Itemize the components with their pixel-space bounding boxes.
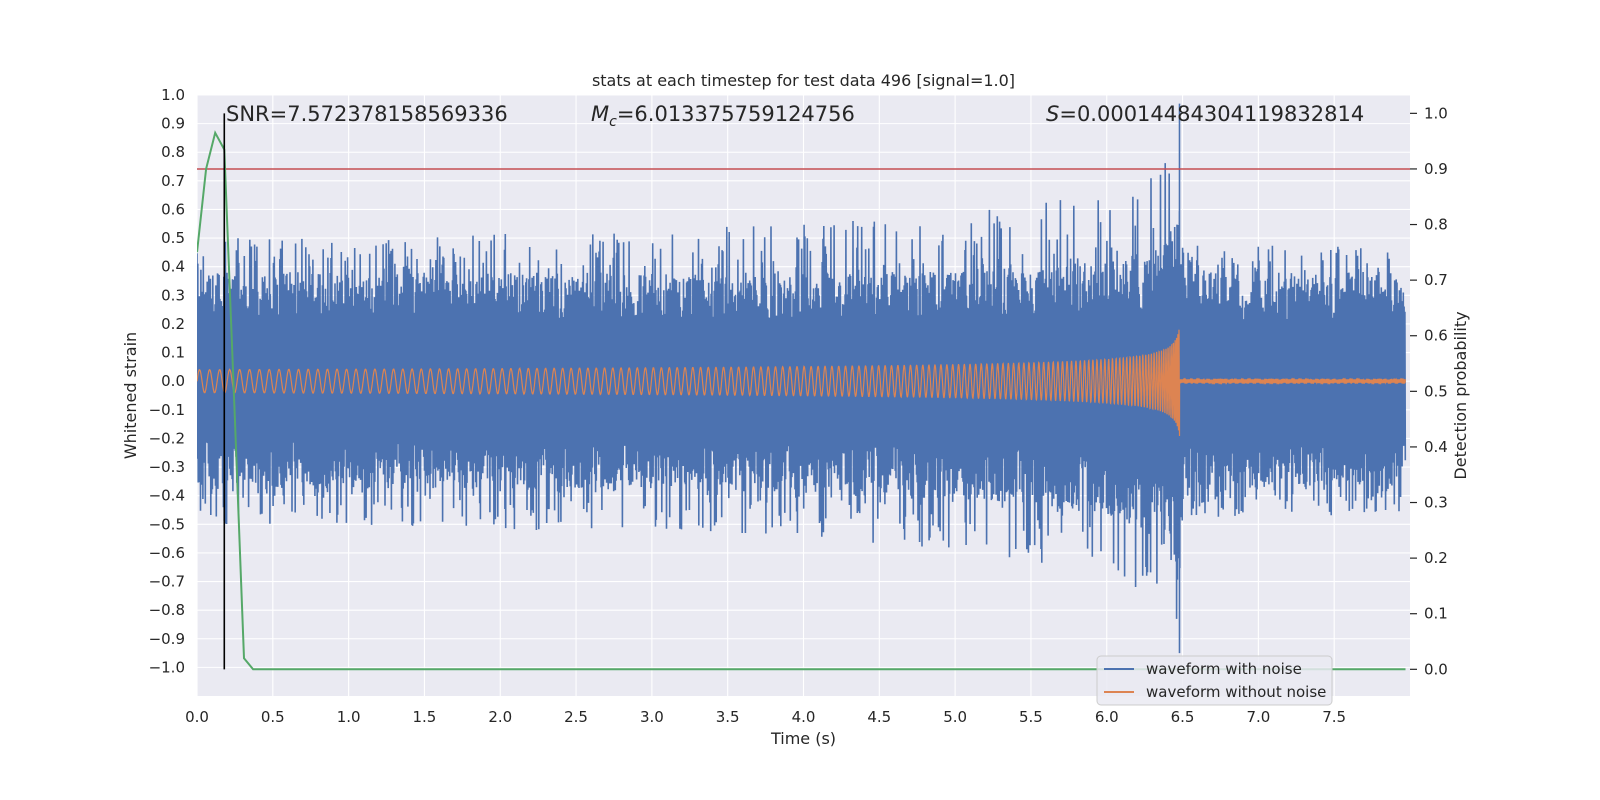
x-axis-label: Time (s) <box>770 729 836 748</box>
y-tick-label: −0.3 <box>149 458 185 476</box>
y-tick-label: 0.3 <box>161 286 185 304</box>
y2-tick-label: 0.2 <box>1424 549 1448 567</box>
annotation-snr: SNR=7.572378158569336 <box>226 102 508 126</box>
x-tick-label: 5.5 <box>1019 708 1043 726</box>
y-tick-label: −1.0 <box>149 658 185 676</box>
y-axis-label: Whitened strain <box>121 332 140 459</box>
y2-tick-label: 0.4 <box>1424 438 1448 456</box>
y-tick-label: 0.0 <box>161 372 185 390</box>
series-detection-probability <box>197 130 1406 671</box>
y-tick-label: 0.2 <box>161 315 185 333</box>
annotation-s-symbol: S <box>1046 102 1059 126</box>
annotation-chirp-mass-subscript: c <box>609 114 617 130</box>
legend: waveform with noise waveform without noi… <box>1096 655 1333 706</box>
x-tick-label: 3.5 <box>716 708 740 726</box>
y-tick-label: −0.4 <box>149 487 185 505</box>
y2-tick-label: 0.1 <box>1424 605 1448 623</box>
x-tick-label: 4.5 <box>867 708 891 726</box>
annotation-chirp-mass: Mc=6.013375759124756 <box>591 102 855 130</box>
y-tick-label: 0.7 <box>161 172 185 190</box>
y-tick-label: 0.5 <box>161 229 185 247</box>
y2-tick-label: 0.0 <box>1424 660 1448 678</box>
x-tick-label: 3.0 <box>640 708 664 726</box>
annotation-chirp-mass-value: =6.013375759124756 <box>617 102 855 126</box>
y2-tick-label: 0.8 <box>1424 216 1448 234</box>
y-tick-label: 0.1 <box>161 344 185 362</box>
x-tick-label: 7.0 <box>1246 708 1270 726</box>
y-tick-label: −0.8 <box>149 601 185 619</box>
x-tick-label: 1.5 <box>413 708 437 726</box>
y-tick-label: −0.7 <box>149 573 185 591</box>
x-tick-label: 2.5 <box>564 708 588 726</box>
y-tick-label: −0.6 <box>149 544 185 562</box>
y2-tick-label: 0.7 <box>1424 271 1448 289</box>
x-tick-label: 7.5 <box>1322 708 1346 726</box>
x-tick-label: 1.0 <box>337 708 361 726</box>
traces <box>197 103 1410 671</box>
y2-axis-label: Detection probability <box>1451 311 1470 479</box>
y-tick-label: −0.2 <box>149 429 185 447</box>
y-tick-label: 0.9 <box>161 115 185 133</box>
x-tick-label: 4.0 <box>792 708 816 726</box>
x-tick-label: 6.5 <box>1171 708 1195 726</box>
chart-title: stats at each timestep for test data 496… <box>592 71 1015 90</box>
legend-label-clean: waveform without noise <box>1146 683 1326 701</box>
y-tick-label: −0.5 <box>149 515 185 533</box>
y2-tick-label: 0.9 <box>1424 160 1448 178</box>
annotation-s-value: =0.00014484304119832814 <box>1059 102 1364 126</box>
y-tick-label: −0.9 <box>149 630 185 648</box>
x-tick-label: 0.0 <box>185 708 209 726</box>
y2-tick-label: 0.3 <box>1424 494 1448 512</box>
y2-tick-label: 0.6 <box>1424 327 1448 345</box>
annotation-chirp-mass-symbol: M <box>591 102 609 126</box>
y2-tick-label: 0.5 <box>1424 382 1448 400</box>
axis-ticks: 0.0 0.5 1.0 1.5 2.0 2.5 3.0 3.5 4.0 4.5 5.0 5.5 6.0 6… <box>149 86 1448 726</box>
x-tick-label: 0.5 <box>261 708 285 726</box>
x-tick-label: 2.0 <box>488 708 512 726</box>
x-tick-label: 5.0 <box>943 708 967 726</box>
legend-label-noise: waveform with noise <box>1146 660 1302 678</box>
x-tick-label: 6.0 <box>1095 708 1119 726</box>
series-waveform-without-noise <box>197 329 1406 437</box>
y-tick-label: 1.0 <box>161 86 185 104</box>
y-tick-label: 0.8 <box>161 143 185 161</box>
y-tick-label: −0.1 <box>149 401 185 419</box>
y-tick-label: 0.6 <box>161 200 185 218</box>
legend-box <box>1096 655 1333 706</box>
y2-tick-label: 1.0 <box>1424 104 1448 122</box>
y-tick-label: 0.4 <box>161 258 185 276</box>
annotation-s: S=0.00014484304119832814 <box>1046 102 1364 126</box>
